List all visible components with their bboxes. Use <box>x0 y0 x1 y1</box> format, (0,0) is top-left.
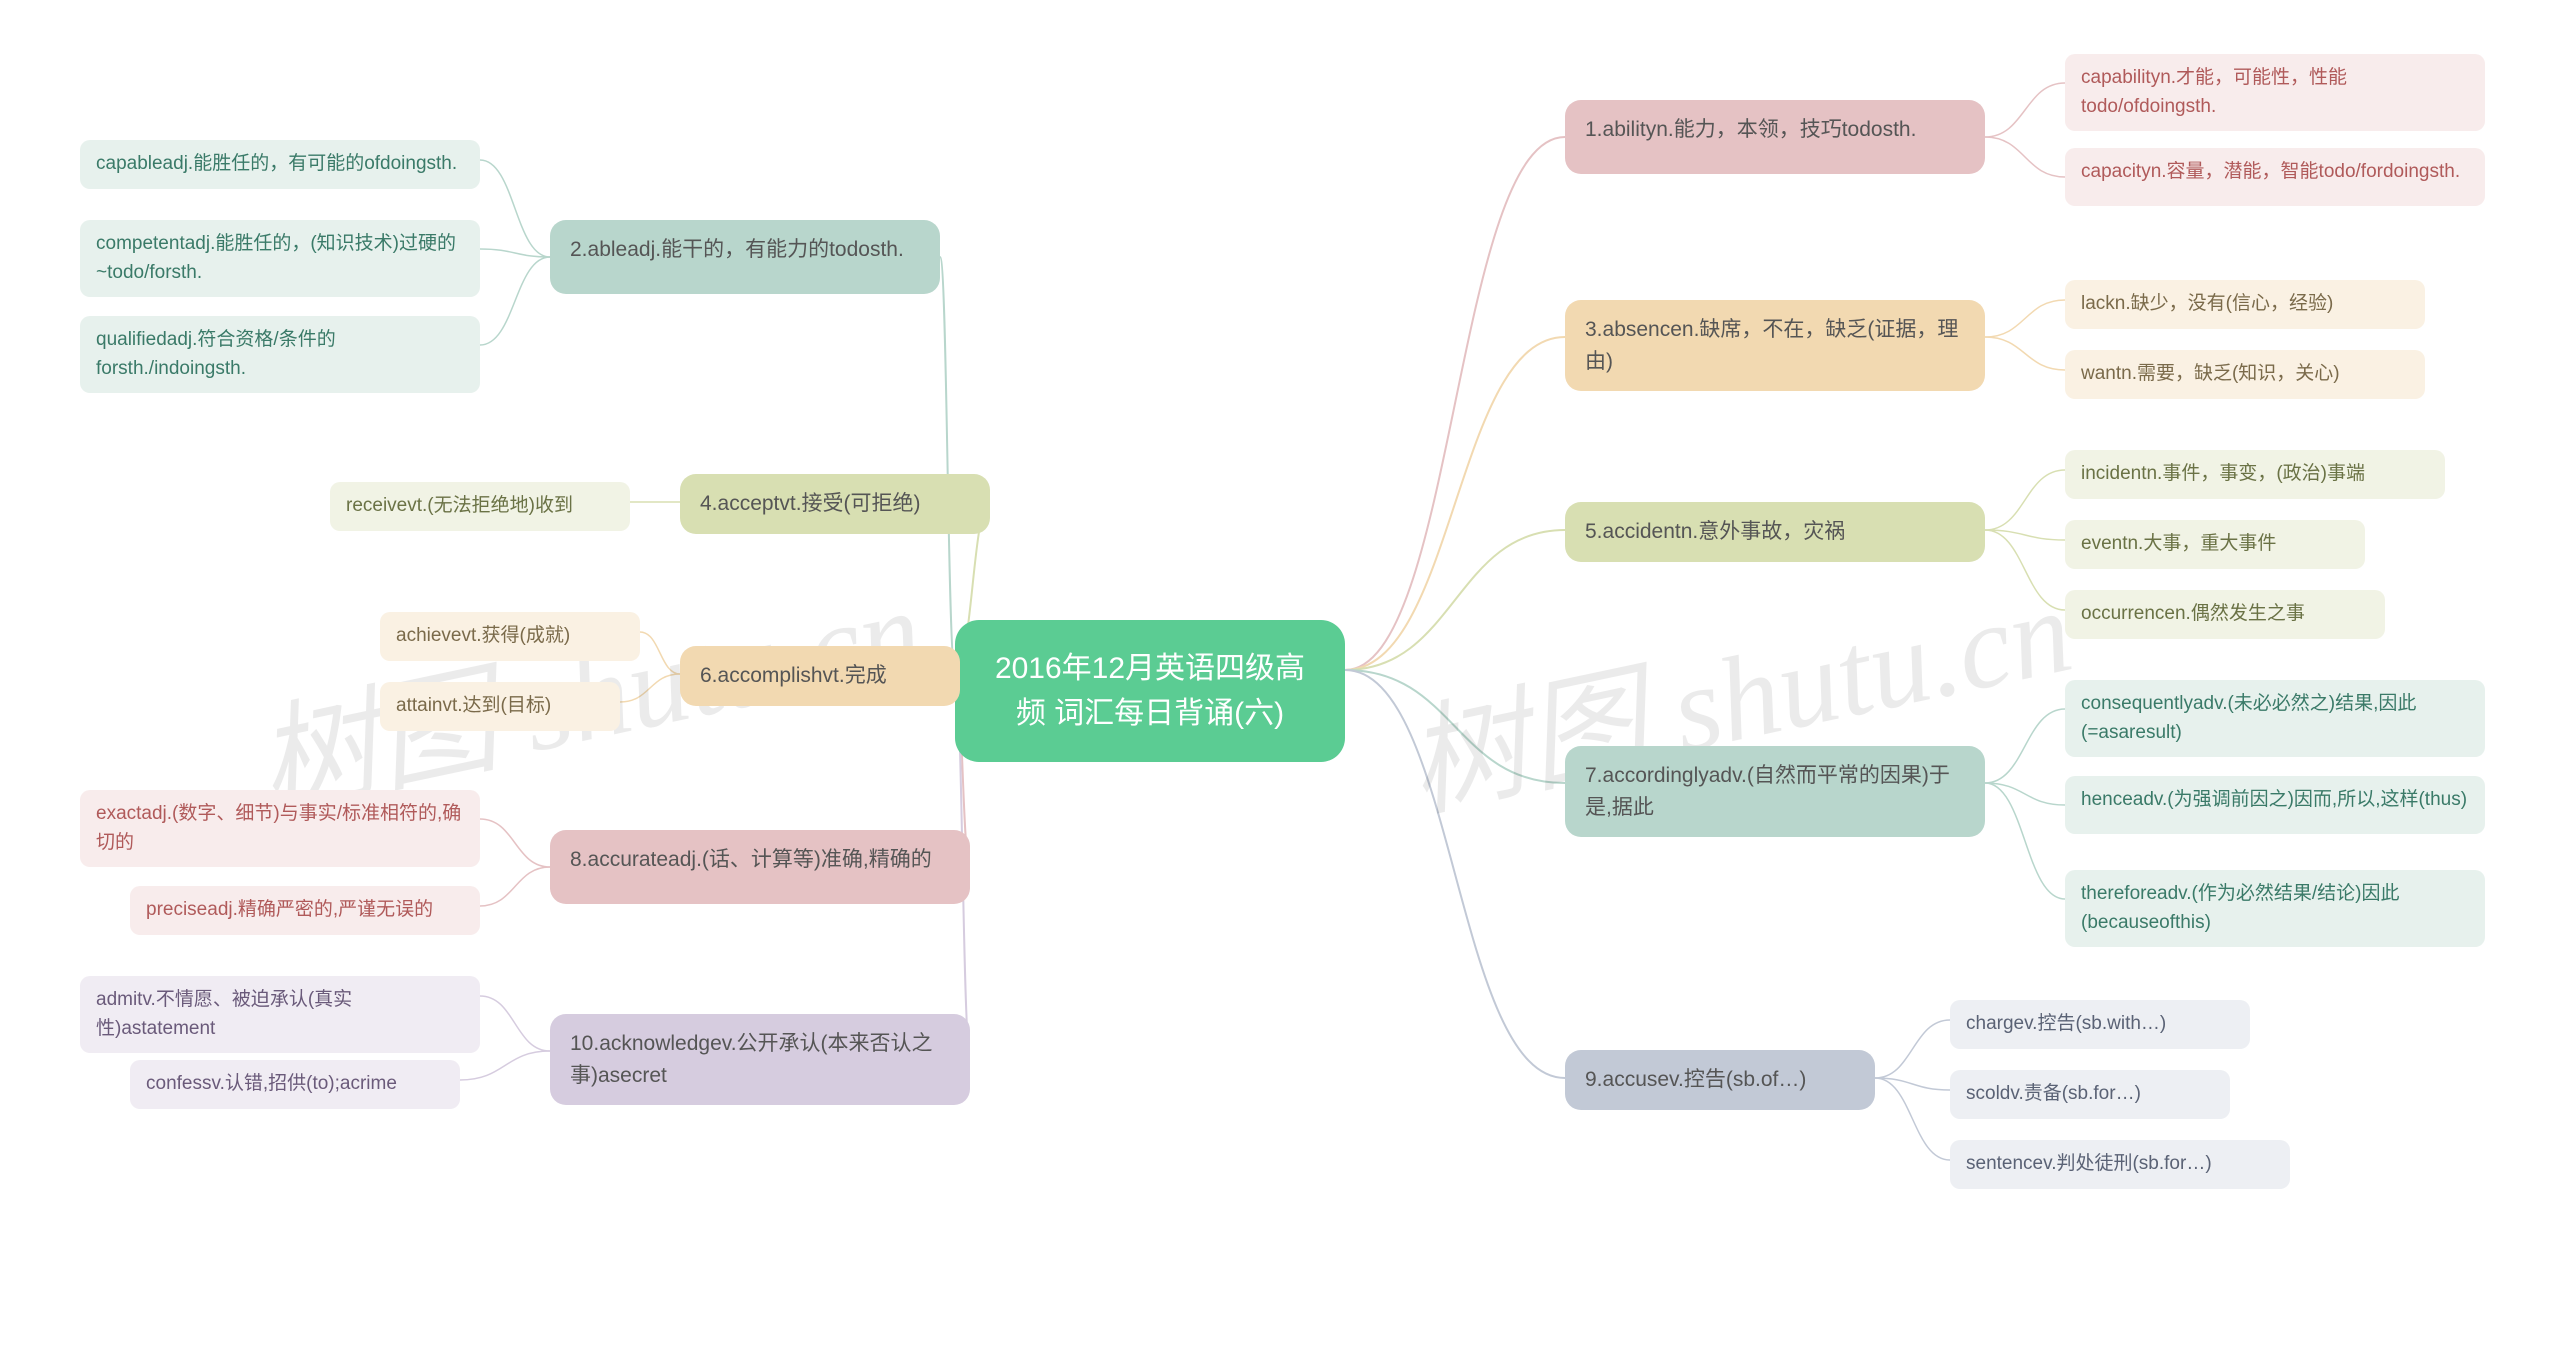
mindmap-node: 6.accomplishvt.完成 <box>680 646 960 706</box>
mindmap-node: qualifiedadj.符合资格/条件的forsth./indoingsth. <box>80 316 480 393</box>
mindmap-node: thereforeadv.(作为必然结果/结论)因此(becauseofthis… <box>2065 870 2485 947</box>
mindmap-node: incidentn.事件，事变，(政治)事端 <box>2065 450 2445 499</box>
mindmap-node: chargev.控告(sb.with…) <box>1950 1000 2250 1049</box>
mindmap-node: 3.absencen.缺席，不在，缺乏(证据，理由) <box>1565 300 1985 391</box>
mindmap-node: 4.acceptvt.接受(可拒绝) <box>680 474 990 534</box>
mindmap-node: consequentlyadv.(未必必然之)结果,因此(=asaresult) <box>2065 680 2485 757</box>
mindmap-node: wantn.需要，缺乏(知识，关心) <box>2065 350 2425 399</box>
mindmap-node: scoldv.责备(sb.for…) <box>1950 1070 2230 1119</box>
mindmap-node: 9.accusev.控告(sb.of…) <box>1565 1050 1875 1110</box>
mindmap-node: 2.ableadj.能干的，有能力的todosth. <box>550 220 940 294</box>
mindmap-node: attainvt.达到(目标) <box>380 682 620 731</box>
mindmap-node: capabilityn.才能，可能性，性能todo/ofdoingsth. <box>2065 54 2485 131</box>
mindmap-node: confessv.认错,招供(to);acrime <box>130 1060 460 1109</box>
mindmap-node: preciseadj.精确严密的,严谨无误的 <box>130 886 480 935</box>
mindmap-node: competentadj.能胜任的，(知识技术)过硬的~todo/forsth. <box>80 220 480 297</box>
mindmap-node: occurrencen.偶然发生之事 <box>2065 590 2385 639</box>
mindmap-node: capableadj.能胜任的，有可能的ofdoingsth. <box>80 140 480 189</box>
mindmap-node: 5.accidentn.意外事故，灾祸 <box>1565 502 1985 562</box>
mindmap-node: 8.accurateadj.(话、计算等)准确,精确的 <box>550 830 970 904</box>
mindmap-node: 1.abilityn.能力，本领，技巧todosth. <box>1565 100 1985 174</box>
mindmap-node: admitv.不情愿、被迫承认(真实性)astatement <box>80 976 480 1053</box>
mindmap-node: exactadj.(数字、细节)与事实/标准相符的,确切的 <box>80 790 480 867</box>
mindmap-node: achievevt.获得(成就) <box>380 612 640 661</box>
mindmap-node: lackn.缺少，没有(信心，经验) <box>2065 280 2425 329</box>
mindmap-node: 7.accordinglyadv.(自然而平常的因果)于是,据此 <box>1565 746 1985 837</box>
mindmap-node: receivevt.(无法拒绝地)收到 <box>330 482 630 531</box>
mindmap-node: 10.acknowledgev.公开承认(本来否认之事)asecret <box>550 1014 970 1105</box>
mindmap-node: sentencev.判处徒刑(sb.for…) <box>1950 1140 2290 1189</box>
mindmap-node: capacityn.容量，潜能，智能todo/fordoingsth. <box>2065 148 2485 206</box>
mindmap-node: eventn.大事，重大事件 <box>2065 520 2365 569</box>
mindmap-node: 2016年12月英语四级高频 词汇每日背诵(六) <box>955 620 1345 762</box>
mindmap-node: henceadv.(为强调前因之)因而,所以,这样(thus) <box>2065 776 2485 834</box>
